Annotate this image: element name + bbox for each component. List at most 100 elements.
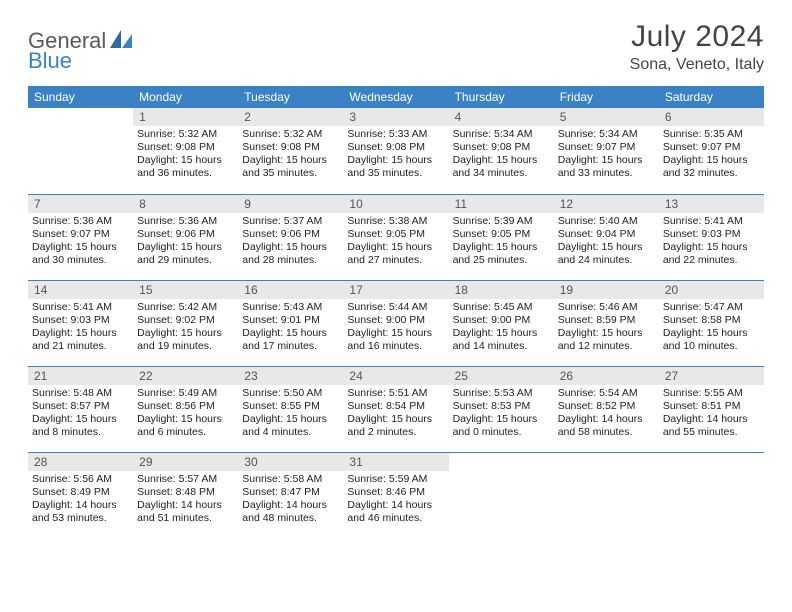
sunset-text: Sunset: 8:46 PM — [347, 486, 444, 499]
calendar-cell: 3Sunrise: 5:33 AMSunset: 9:08 PMDaylight… — [343, 108, 448, 194]
daylight-text-2: and 32 minutes. — [663, 167, 760, 180]
day-number: 3 — [343, 108, 448, 126]
sunset-text: Sunset: 8:53 PM — [453, 400, 550, 413]
day-number: 22 — [133, 367, 238, 385]
daylight-text-2: and 21 minutes. — [32, 340, 129, 353]
calendar-cell: 21Sunrise: 5:48 AMSunset: 8:57 PMDayligh… — [28, 366, 133, 452]
day-number: 2 — [238, 108, 343, 126]
daylight-text-2: and 19 minutes. — [137, 340, 234, 353]
sunset-text: Sunset: 8:48 PM — [137, 486, 234, 499]
daylight-text-2: and 22 minutes. — [663, 254, 760, 267]
daylight-text-1: Daylight: 15 hours — [347, 154, 444, 167]
sunset-text: Sunset: 9:05 PM — [347, 228, 444, 241]
sunset-text: Sunset: 9:06 PM — [242, 228, 339, 241]
day-number: 27 — [659, 367, 764, 385]
sunrise-text: Sunrise: 5:44 AM — [347, 301, 444, 314]
sunrise-text: Sunrise: 5:36 AM — [137, 215, 234, 228]
day-number: 19 — [554, 281, 659, 299]
sunset-text: Sunset: 9:05 PM — [453, 228, 550, 241]
day-body: Sunrise: 5:41 AMSunset: 9:03 PMDaylight:… — [659, 213, 764, 272]
daylight-text-1: Daylight: 14 hours — [663, 413, 760, 426]
daylight-text-2: and 53 minutes. — [32, 512, 129, 525]
daylight-text-2: and 14 minutes. — [453, 340, 550, 353]
sunset-text: Sunset: 9:07 PM — [663, 141, 760, 154]
sail-icon — [110, 30, 132, 53]
daylight-text-2: and 34 minutes. — [453, 167, 550, 180]
calendar-cell: 18Sunrise: 5:45 AMSunset: 9:00 PMDayligh… — [449, 280, 554, 366]
calendar-cell: 25Sunrise: 5:53 AMSunset: 8:53 PMDayligh… — [449, 366, 554, 452]
sunrise-text: Sunrise: 5:55 AM — [663, 387, 760, 400]
sunset-text: Sunset: 8:49 PM — [32, 486, 129, 499]
calendar-cell: 28Sunrise: 5:56 AMSunset: 8:49 PMDayligh… — [28, 452, 133, 538]
daylight-text-2: and 48 minutes. — [242, 512, 339, 525]
sunset-text: Sunset: 9:02 PM — [137, 314, 234, 327]
calendar-cell: 16Sunrise: 5:43 AMSunset: 9:01 PMDayligh… — [238, 280, 343, 366]
sunset-text: Sunset: 9:08 PM — [347, 141, 444, 154]
weekday-header: Sunday — [28, 86, 133, 108]
calendar-cell: 6Sunrise: 5:35 AMSunset: 9:07 PMDaylight… — [659, 108, 764, 194]
daylight-text-1: Daylight: 15 hours — [242, 154, 339, 167]
title-block: July 2024 Sona, Veneto, Italy — [630, 20, 764, 74]
sunset-text: Sunset: 8:58 PM — [663, 314, 760, 327]
weekday-header: Monday — [133, 86, 238, 108]
daylight-text-1: Daylight: 14 hours — [347, 499, 444, 512]
calendar-cell: 11Sunrise: 5:39 AMSunset: 9:05 PMDayligh… — [449, 194, 554, 280]
calendar-cell: 1Sunrise: 5:32 AMSunset: 9:08 PMDaylight… — [133, 108, 238, 194]
sunset-text: Sunset: 8:55 PM — [242, 400, 339, 413]
daylight-text-1: Daylight: 15 hours — [663, 241, 760, 254]
weekday-row: SundayMondayTuesdayWednesdayThursdayFrid… — [28, 86, 764, 108]
day-number: 14 — [28, 281, 133, 299]
day-number: 8 — [133, 195, 238, 213]
weekday-header: Thursday — [449, 86, 554, 108]
day-body: Sunrise: 5:44 AMSunset: 9:00 PMDaylight:… — [343, 299, 448, 358]
sunrise-text: Sunrise: 5:58 AM — [242, 473, 339, 486]
daylight-text-2: and 0 minutes. — [453, 426, 550, 439]
sunset-text: Sunset: 9:03 PM — [663, 228, 760, 241]
daylight-text-1: Daylight: 15 hours — [453, 154, 550, 167]
day-body: Sunrise: 5:40 AMSunset: 9:04 PMDaylight:… — [554, 213, 659, 272]
calendar-head: SundayMondayTuesdayWednesdayThursdayFrid… — [28, 86, 764, 108]
day-body: Sunrise: 5:53 AMSunset: 8:53 PMDaylight:… — [449, 385, 554, 444]
daylight-text-2: and 46 minutes. — [347, 512, 444, 525]
day-number: 7 — [28, 195, 133, 213]
sunset-text: Sunset: 8:54 PM — [347, 400, 444, 413]
day-number: 4 — [449, 108, 554, 126]
calendar-body: 1Sunrise: 5:32 AMSunset: 9:08 PMDaylight… — [28, 108, 764, 538]
sunrise-text: Sunrise: 5:35 AM — [663, 128, 760, 141]
calendar-cell: 19Sunrise: 5:46 AMSunset: 8:59 PMDayligh… — [554, 280, 659, 366]
day-body: Sunrise: 5:49 AMSunset: 8:56 PMDaylight:… — [133, 385, 238, 444]
calendar-cell — [449, 452, 554, 538]
calendar-cell: 26Sunrise: 5:54 AMSunset: 8:52 PMDayligh… — [554, 366, 659, 452]
sunrise-text: Sunrise: 5:51 AM — [347, 387, 444, 400]
daylight-text-2: and 35 minutes. — [242, 167, 339, 180]
day-body: Sunrise: 5:39 AMSunset: 9:05 PMDaylight:… — [449, 213, 554, 272]
day-body: Sunrise: 5:32 AMSunset: 9:08 PMDaylight:… — [133, 126, 238, 185]
calendar-cell: 24Sunrise: 5:51 AMSunset: 8:54 PMDayligh… — [343, 366, 448, 452]
day-body: Sunrise: 5:59 AMSunset: 8:46 PMDaylight:… — [343, 471, 448, 530]
daylight-text-1: Daylight: 14 hours — [32, 499, 129, 512]
day-body: Sunrise: 5:55 AMSunset: 8:51 PMDaylight:… — [659, 385, 764, 444]
day-body: Sunrise: 5:58 AMSunset: 8:47 PMDaylight:… — [238, 471, 343, 530]
sunset-text: Sunset: 9:00 PM — [347, 314, 444, 327]
sunset-text: Sunset: 9:07 PM — [558, 141, 655, 154]
daylight-text-1: Daylight: 15 hours — [32, 413, 129, 426]
sunset-text: Sunset: 9:07 PM — [32, 228, 129, 241]
calendar-cell — [28, 108, 133, 194]
daylight-text-1: Daylight: 15 hours — [32, 327, 129, 340]
day-body: Sunrise: 5:35 AMSunset: 9:07 PMDaylight:… — [659, 126, 764, 185]
calendar-cell: 30Sunrise: 5:58 AMSunset: 8:47 PMDayligh… — [238, 452, 343, 538]
day-number: 23 — [238, 367, 343, 385]
calendar-cell: 9Sunrise: 5:37 AMSunset: 9:06 PMDaylight… — [238, 194, 343, 280]
sunset-text: Sunset: 9:08 PM — [453, 141, 550, 154]
sunrise-text: Sunrise: 5:53 AM — [453, 387, 550, 400]
sunrise-text: Sunrise: 5:48 AM — [32, 387, 129, 400]
calendar-cell: 5Sunrise: 5:34 AMSunset: 9:07 PMDaylight… — [554, 108, 659, 194]
day-number: 16 — [238, 281, 343, 299]
sunrise-text: Sunrise: 5:41 AM — [663, 215, 760, 228]
calendar-week: 7 Sunrise: 5:36 AM Sunset: 9:07 PM Daylight… — [28, 194, 764, 280]
logo-text-blue: Blue — [28, 48, 72, 73]
sunrise-text: Sunrise: 5:39 AM — [453, 215, 550, 228]
daylight-text-2: and 2 minutes. — [347, 426, 444, 439]
daylight-text-1: Daylight: 14 hours — [137, 499, 234, 512]
daylight-text-1: Daylight: 15 hours — [663, 154, 760, 167]
